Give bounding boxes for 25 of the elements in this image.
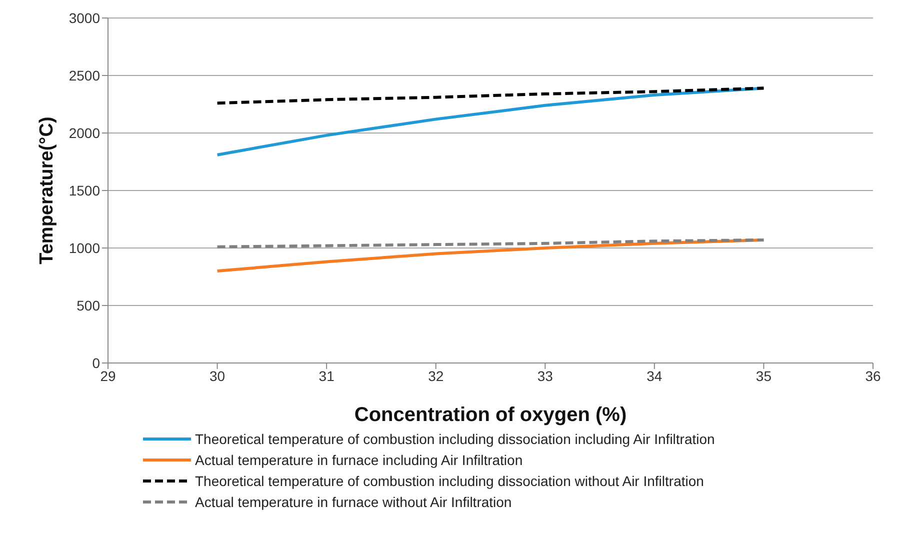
y-axis-title: Temperature(°C): [36, 116, 58, 264]
y-tick-label: 2500: [68, 67, 100, 84]
y-tick-label: 0: [92, 354, 100, 371]
line-series: [216, 238, 766, 272]
y-tick-label: 3000: [68, 10, 100, 26]
line-series: [216, 86, 766, 156]
line-series: [216, 238, 766, 248]
x-axis-title: Concentration of oxygen (%): [354, 404, 627, 426]
x-tick-label: 29: [100, 368, 116, 384]
y-tick-label: 1500: [68, 182, 100, 198]
x-tick-label: 32: [428, 368, 444, 384]
x-tick-label: 36: [865, 368, 881, 384]
legend-label: Actual temperature in furnace including Air Infiltration: [195, 452, 523, 468]
x-tick-label: 35: [756, 368, 772, 384]
x-tick-label: 34: [646, 368, 662, 384]
legend-label: Theoretical temperature of combustion including dissociation without Air Infiltration: [195, 472, 704, 488]
legend-label: Actual temperature in furnace without Air Infiltration: [195, 494, 512, 510]
x-tick-label: 30: [209, 368, 226, 384]
y-tick-label: 2000: [68, 124, 100, 141]
y-tick-label: 1000: [68, 240, 100, 256]
y-tick-label: 500: [76, 297, 100, 314]
line-series: [216, 86, 766, 105]
x-tick-label: 31: [318, 368, 335, 384]
legend-label: Theoretical temperature of combustion including dissociation including Air Infiltration: [195, 430, 715, 446]
x-tick-label: 33: [537, 368, 554, 384]
